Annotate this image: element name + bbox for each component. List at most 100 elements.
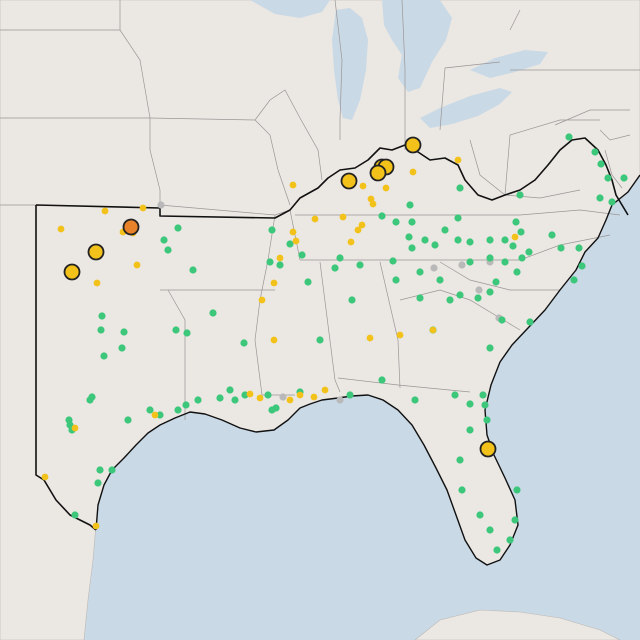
station-marker-moderate[interactable] [93,279,101,287]
station-marker-good[interactable] [591,148,599,156]
station-marker-good[interactable] [451,391,459,399]
station-marker-good[interactable] [456,184,464,192]
station-marker-good[interactable] [466,400,474,408]
station-marker-good[interactable] [226,386,234,394]
station-marker-good[interactable] [548,231,556,239]
station-marker-good[interactable] [189,266,197,274]
station-marker-good[interactable] [405,233,413,241]
station-marker-good[interactable] [466,238,474,246]
station-marker-good[interactable] [183,329,191,337]
station-marker-good[interactable] [516,191,524,199]
station-marker-good[interactable] [493,546,501,554]
station-marker-good[interactable] [466,258,474,266]
station-marker-good[interactable] [518,254,526,262]
station-marker-good[interactable] [71,511,79,519]
station-marker-good[interactable] [160,236,168,244]
station-marker-moderate[interactable] [292,237,300,245]
station-marker-good[interactable] [620,174,628,182]
station-marker-large-moderate[interactable] [479,440,497,458]
station-marker-good[interactable] [441,226,449,234]
station-marker-moderate[interactable] [286,396,294,404]
station-marker-good[interactable] [298,251,306,259]
station-marker-moderate[interactable] [429,326,437,334]
station-marker-moderate[interactable] [382,184,390,192]
station-marker-moderate[interactable] [321,386,329,394]
station-marker-good[interactable] [509,242,517,250]
station-marker-good[interactable] [446,296,454,304]
station-marker-good[interactable] [272,404,280,412]
station-marker-good[interactable] [408,218,416,226]
station-marker-good[interactable] [97,326,105,334]
station-marker-good[interactable] [578,262,586,270]
station-marker-good[interactable] [194,396,202,404]
station-marker-good[interactable] [486,254,494,262]
station-marker-good[interactable] [231,396,239,404]
station-marker-good[interactable] [501,236,509,244]
station-marker-good[interactable] [506,536,514,544]
station-marker-no-data[interactable] [430,264,438,272]
station-marker-moderate[interactable] [289,181,297,189]
station-marker-good[interactable] [96,466,104,474]
station-marker-large-moderate[interactable] [63,263,81,281]
station-marker-good[interactable] [526,318,534,326]
station-marker-good[interactable] [216,394,224,402]
station-marker-large-moderate[interactable] [369,164,387,182]
station-marker-good[interactable] [378,212,386,220]
station-marker-good[interactable] [476,511,484,519]
station-marker-good[interactable] [456,291,464,299]
station-marker-good[interactable] [416,268,424,276]
station-marker-good[interactable] [389,257,397,265]
station-marker-good[interactable] [525,248,533,256]
station-marker-moderate[interactable] [246,390,254,398]
station-marker-good[interactable] [392,218,400,226]
station-marker-good[interactable] [597,160,605,168]
station-marker-good[interactable] [98,312,106,320]
station-marker-moderate[interactable] [57,225,65,233]
station-marker-good[interactable] [124,416,132,424]
station-marker-good[interactable] [486,236,494,244]
station-marker-moderate[interactable] [354,226,362,234]
station-marker-good[interactable] [94,479,102,487]
station-marker-moderate[interactable] [133,261,141,269]
station-marker-good[interactable] [172,326,180,334]
station-marker-no-data[interactable] [458,261,466,269]
station-marker-good[interactable] [88,393,96,401]
station-marker-good[interactable] [156,411,164,419]
station-marker-moderate[interactable] [92,522,100,530]
station-marker-good[interactable] [65,416,73,424]
station-marker-good[interactable] [120,328,128,336]
station-marker-good[interactable] [513,486,521,494]
station-marker-moderate[interactable] [296,391,304,399]
station-marker-good[interactable] [378,376,386,384]
station-marker-good[interactable] [164,246,172,254]
station-marker-large-moderate[interactable] [404,136,422,154]
station-marker-moderate[interactable] [511,233,519,241]
station-marker-good[interactable] [513,268,521,276]
station-marker-good[interactable] [416,294,424,302]
station-marker-good[interactable] [240,339,248,347]
station-marker-good[interactable] [316,336,324,344]
station-marker-good[interactable] [486,288,494,296]
station-marker-good[interactable] [174,224,182,232]
station-marker-good[interactable] [479,391,487,399]
station-marker-good[interactable] [458,486,466,494]
station-marker-large-moderate[interactable] [87,243,105,261]
station-marker-moderate[interactable] [101,207,109,215]
station-marker-good[interactable] [346,391,354,399]
station-marker-good[interactable] [411,396,419,404]
station-marker-good[interactable] [481,401,489,409]
station-marker-moderate[interactable] [409,168,417,176]
station-marker-good[interactable] [486,526,494,534]
station-marker-good[interactable] [512,218,520,226]
station-marker-good[interactable] [511,516,519,524]
station-marker-moderate[interactable] [311,215,319,223]
station-marker-moderate[interactable] [369,200,377,208]
station-marker-good[interactable] [474,294,482,302]
station-marker-moderate[interactable] [276,254,284,262]
station-marker-good[interactable] [108,466,116,474]
station-marker-good[interactable] [209,309,217,317]
station-marker-moderate[interactable] [359,182,367,190]
station-marker-good[interactable] [492,278,500,286]
